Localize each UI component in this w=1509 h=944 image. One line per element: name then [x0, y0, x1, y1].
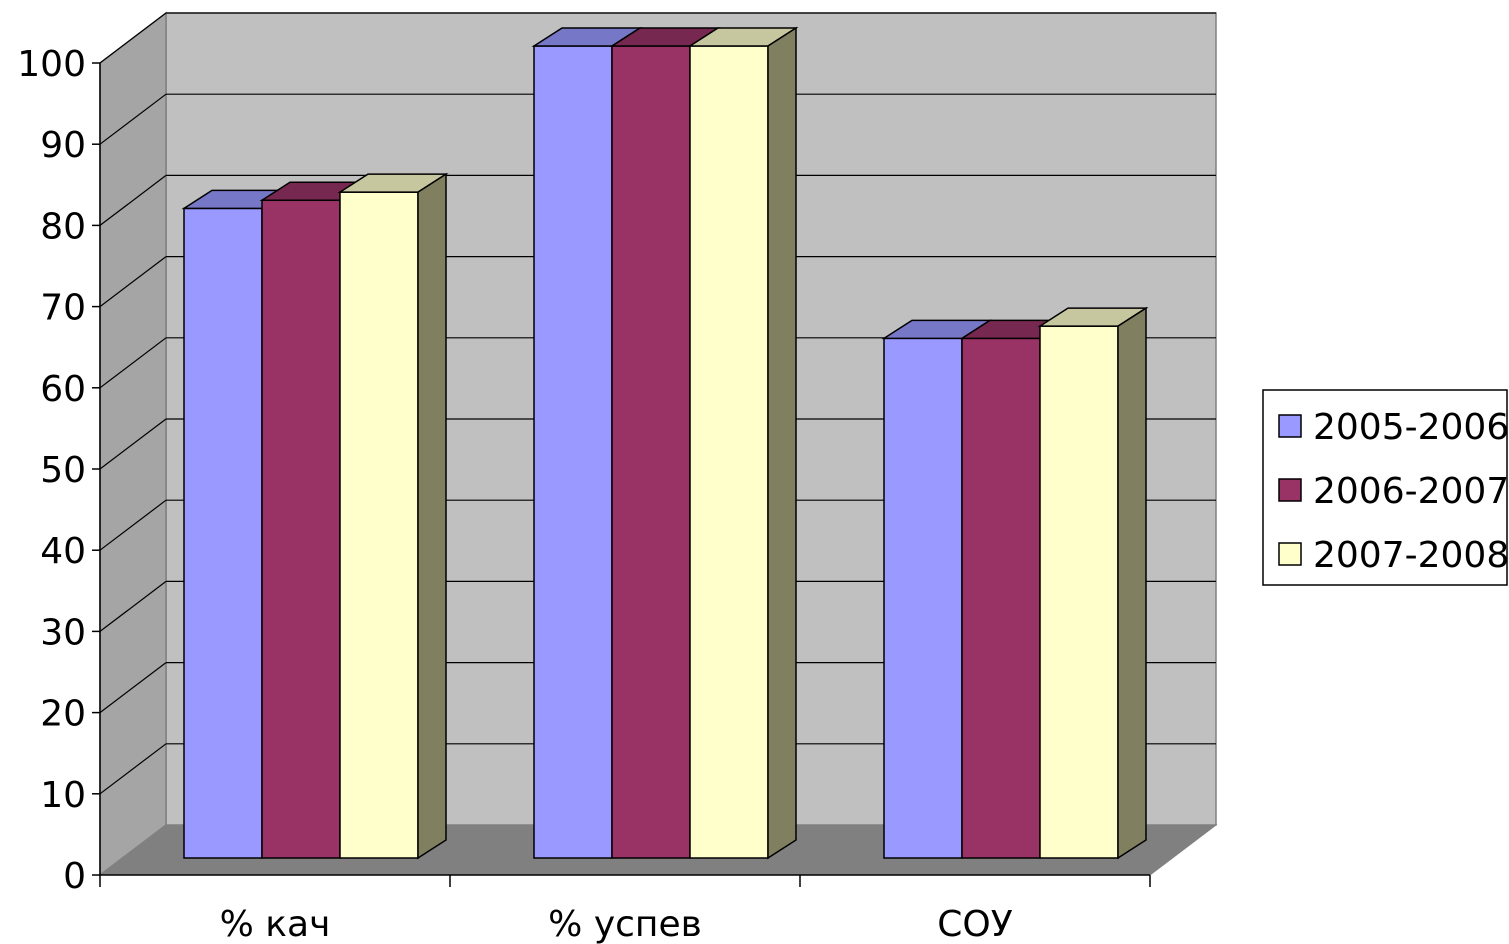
legend-box	[1262, 389, 1508, 586]
legend-swatch	[1278, 478, 1302, 502]
bar	[609, 27, 721, 859]
bar-front	[1039, 325, 1119, 859]
y-tick-label: 10	[40, 775, 86, 816]
y-tick-label: 70	[40, 288, 86, 329]
y-tick-label: 100	[17, 44, 86, 85]
gridline-side	[99, 499, 167, 551]
y-tick-label: 80	[40, 206, 86, 247]
x-tick-label: % успев	[548, 904, 702, 944]
gridline-side	[99, 337, 167, 389]
y-tick-label: 0	[63, 856, 86, 897]
legend-label: 2007-2008	[1313, 535, 1509, 576]
bar-front	[961, 337, 1041, 859]
bar-front	[689, 45, 769, 859]
gridline-side	[99, 418, 167, 470]
legend-swatch	[1278, 542, 1302, 566]
y-tick-label: 60	[40, 369, 86, 410]
y-tick-label: 90	[40, 125, 86, 166]
bar	[687, 26, 799, 860]
axes: 0 10 20 30 40 50 60 70 80 90 100 % кач % успев СОУ	[17, 44, 1151, 944]
bar-front	[339, 191, 419, 859]
gridline-side	[99, 93, 167, 145]
bar-front	[533, 45, 613, 859]
gridline-side	[99, 174, 167, 226]
gridline-side	[99, 12, 167, 64]
x-tick-label: % кач	[220, 904, 331, 944]
gridline-side	[99, 743, 167, 795]
y-tick-label: 50	[40, 450, 86, 491]
legend-label: 2006-2007	[1313, 471, 1509, 512]
gridline-side	[99, 256, 167, 308]
bar-front	[261, 199, 341, 859]
bar	[181, 189, 293, 859]
bars	[181, 26, 1149, 860]
bar	[1037, 306, 1149, 860]
legend-swatch	[1278, 414, 1302, 438]
bar-front	[611, 45, 691, 859]
bar-front	[883, 337, 963, 859]
y-tick-label: 30	[40, 612, 86, 653]
y-tick-label: 20	[40, 694, 86, 735]
y-tick-label: 40	[40, 531, 86, 572]
legend-label: 2005-2006	[1313, 407, 1509, 448]
bar-side	[767, 26, 797, 860]
x-tick-label: СОУ	[937, 904, 1012, 944]
bar-side	[1117, 306, 1147, 860]
gridline-side	[99, 662, 167, 714]
bar-front	[183, 207, 263, 859]
bar-side	[417, 172, 447, 860]
gridline-side	[99, 580, 167, 632]
bar	[531, 27, 643, 859]
bar	[881, 319, 993, 859]
bar	[337, 172, 449, 860]
legend: 2005-2006 2006-2007 2007-2008	[1262, 389, 1509, 586]
